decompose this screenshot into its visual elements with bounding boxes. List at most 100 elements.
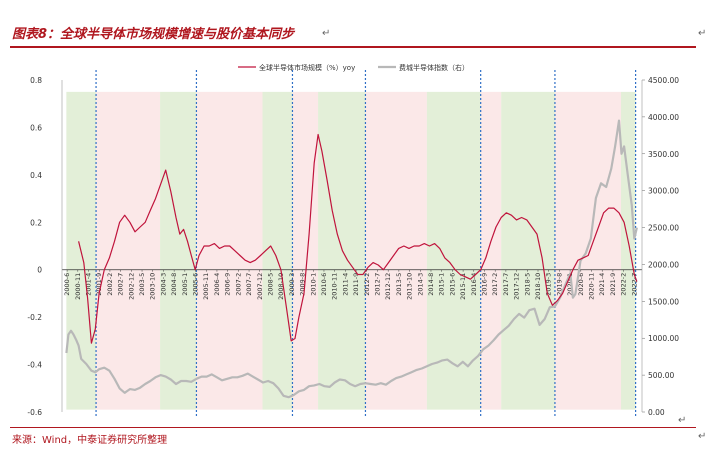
band-green: [262, 91, 293, 410]
band-green: [160, 91, 197, 410]
band-pink: [365, 91, 427, 410]
x-tick-label: 2012-7: [373, 273, 381, 296]
band-green: [318, 91, 366, 410]
source-rule: [10, 427, 696, 428]
x-tick-label: 2018-5: [523, 273, 531, 296]
x-tick-label: 2010-6: [320, 273, 328, 296]
x-tick-label: 2001-9: [95, 273, 103, 296]
x-tick-label: 2013-10: [406, 273, 414, 300]
x-tick-label: 2020-11: [588, 273, 596, 300]
x-tick-label: 2017-7: [502, 273, 510, 296]
y-right-tick-label: 4500.00: [648, 76, 679, 85]
y-left-tick-label: -0.2: [27, 313, 42, 322]
x-tick-label: 2000-11: [74, 273, 82, 300]
cycle-dividers: [95, 70, 637, 416]
x-tick-label: 2007-7: [245, 273, 253, 296]
x-tick-label: 2004-8: [170, 273, 178, 296]
band-pink: [292, 91, 319, 410]
y-right-tick-label: 0.00: [648, 408, 665, 417]
x-tick-label: 2017-12: [513, 273, 521, 300]
y-right-tick-label: 1500.00: [648, 297, 679, 306]
x-tick-label: 2002-12: [127, 273, 135, 300]
x-tick-label: 2003-5: [138, 273, 146, 296]
x-tick-label: 2014-8: [427, 273, 435, 296]
x-tick-label: 2012-12: [384, 273, 392, 300]
legend-label-growth: 全球半导体市场规模（%）yoy: [259, 63, 355, 72]
x-tick-label: 2016-9: [480, 273, 488, 296]
shaded-bands: [66, 91, 636, 410]
x-tick-label: 2018-10: [534, 273, 542, 300]
x-tick-label: 2004-3: [159, 273, 167, 296]
x-tick-label: 2006-9: [224, 273, 232, 296]
source-note: 来源：Wind，中泰证券研究所整理: [12, 435, 168, 446]
band-pink: [480, 91, 502, 410]
y-left-tick-label: -0.6: [27, 408, 42, 417]
x-axis-ticks: 2000-6 2000-11 2001-4 2001-9 2002-2 2002-7 200…: [63, 269, 638, 300]
x-tick-label: 2020-1: [566, 273, 574, 296]
x-tick-label: 2022-2: [620, 273, 628, 296]
y-right-tick-label: 3000.00: [648, 187, 679, 196]
x-tick-label: 2010-11: [331, 273, 339, 300]
x-tick-label: 2012-2: [363, 273, 371, 296]
y-right-tick-label: 500.00: [648, 371, 674, 380]
band-pink: [554, 91, 622, 410]
chart-title: 图表8：全球半导体市场规模增速与股价基本同步: [12, 27, 295, 42]
x-tick-label: 2008-5: [266, 273, 274, 296]
band-green: [501, 91, 555, 410]
x-tick-label: 2005-1: [181, 273, 189, 296]
return-mark: ↵: [698, 28, 707, 39]
y-right-tick-label: 2000.00: [648, 260, 679, 269]
x-tick-label: 2021-4: [598, 273, 606, 296]
series-growth-line: [78, 133, 638, 344]
y-left-tick-label: 0: [37, 266, 42, 275]
x-tick-label: 2011-9: [352, 273, 360, 296]
y-left-tick-label: 0.4: [30, 171, 42, 180]
x-tick-label: 2015-1: [438, 273, 446, 296]
x-tick-label: 2016-4: [470, 273, 478, 296]
return-mark: ↵: [698, 431, 707, 442]
x-tick-label: 2011-4: [341, 273, 349, 296]
x-tick-label: 2019-3: [545, 273, 553, 296]
series-lines: [65, 119, 638, 399]
x-tick-label: 2007-2: [234, 273, 242, 296]
x-tick-label: 2015-11: [459, 273, 467, 300]
x-tick-label: 2001-4: [85, 273, 93, 296]
x-tick-label: 2009-3: [288, 273, 296, 296]
x-tick-label: 2013-5: [395, 273, 403, 296]
y-left-tick-label: 0.8: [30, 76, 42, 85]
x-tick-label: 2010-1: [309, 273, 317, 296]
return-mark: ↵: [322, 28, 331, 39]
x-tick-label: 2014-3: [416, 273, 424, 296]
title-rule: [10, 46, 696, 48]
y-left-tick-label: 0.2: [30, 218, 42, 227]
x-tick-label: 2002-7: [117, 273, 125, 296]
x-tick-label: 2017-2: [491, 273, 499, 296]
x-tick-label: 2005-6: [192, 273, 200, 296]
series-index-line: [65, 119, 638, 399]
y-axis-right: 4500.00 4000.00 3500.00 3000.00 2500.00 2000.…: [642, 76, 679, 417]
return-mark: ↵: [678, 415, 687, 426]
y-left-tick-label: 0.6: [30, 123, 42, 132]
x-tick-label: 2020-6: [577, 273, 585, 296]
band-pink: [96, 91, 161, 410]
x-tick-label: 2022-7: [630, 273, 638, 296]
x-tick-label: 2021-9: [609, 273, 617, 296]
y-right-tick-label: 3500.00: [648, 150, 679, 159]
band-green: [426, 91, 481, 410]
x-tick-label: 2002-2: [106, 273, 114, 296]
y-right-tick-label: 4000.00: [648, 113, 679, 122]
y-axis-left: 0.8 0.6 0.4 0.2 0 -0.2 -0.4 -0.6: [27, 76, 42, 417]
x-tick-label: 2007-12: [256, 273, 264, 300]
y-right-tick-label: 1000.00: [648, 334, 679, 343]
x-tick-label: 2019-8: [555, 273, 563, 296]
band-pink: [196, 91, 263, 410]
band-green: [621, 91, 636, 410]
x-tick-label: 2009-8: [299, 273, 307, 296]
x-tick-label: 2008-10: [277, 273, 285, 300]
x-tick-label: 2000-6: [63, 273, 71, 296]
legend: 全球半导体市场规模（%）yoy 费城半导体指数（右）: [238, 63, 469, 72]
y-left-tick-label: -0.4: [27, 361, 42, 370]
x-tick-label: 2015-6: [448, 273, 456, 296]
y-right-tick-label: 2500.00: [648, 224, 679, 233]
